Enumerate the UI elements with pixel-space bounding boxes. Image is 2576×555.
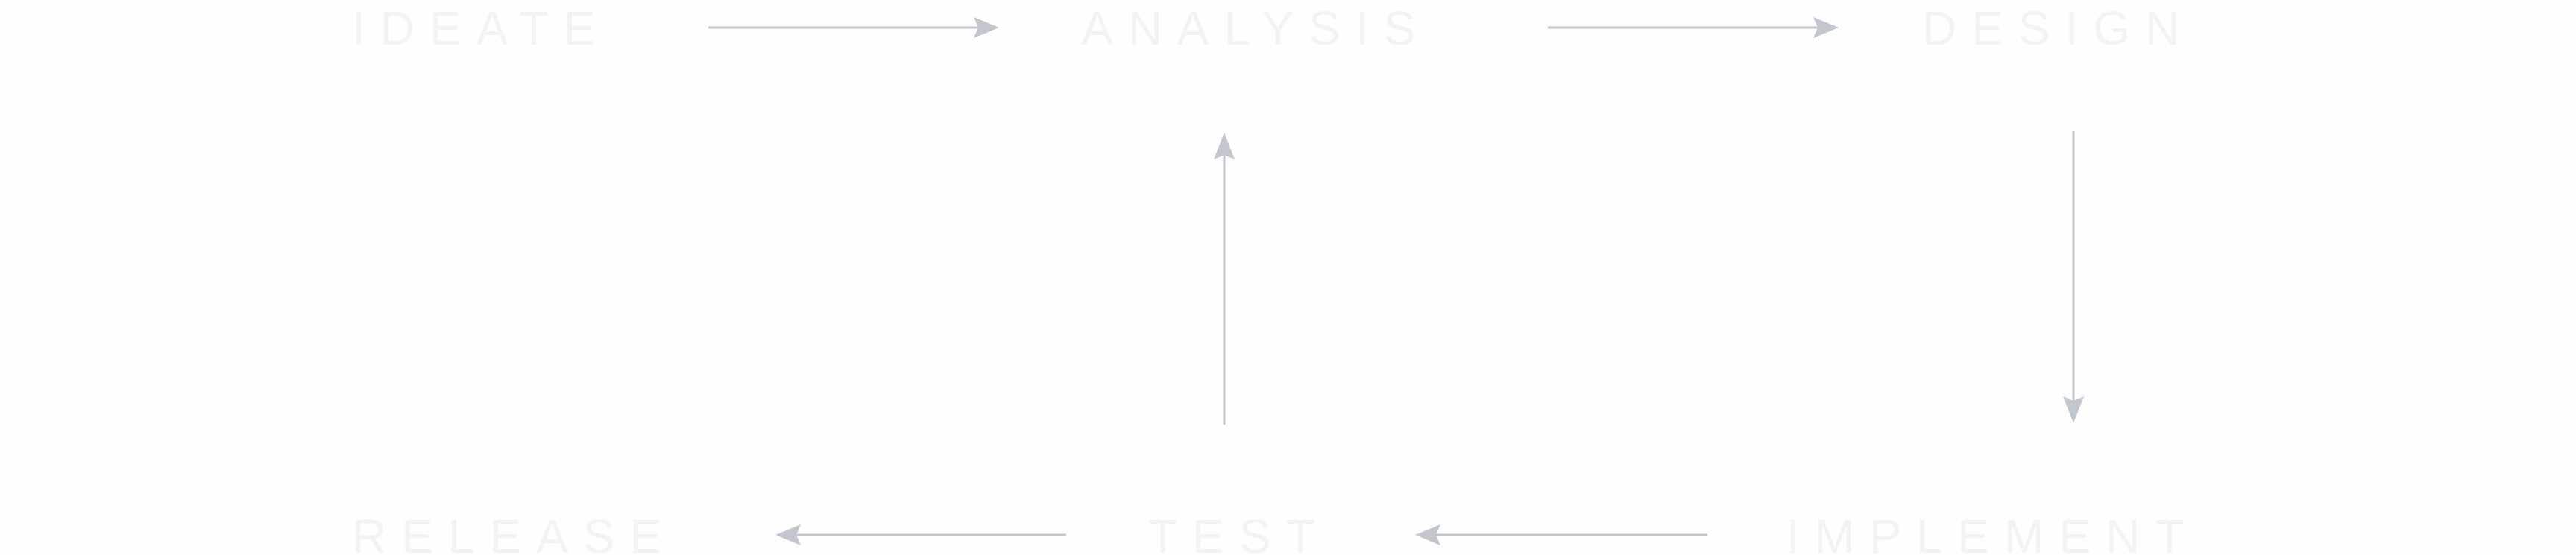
stage-label-design: DESIGN (1922, 1, 2195, 55)
arrow-test-to-analysis (1214, 133, 1235, 425)
stage-label-ideate: IDEATE (352, 1, 611, 55)
arrow-test-to-release (775, 524, 1066, 545)
stage-label-implement: IMPLEMENT (1786, 510, 2199, 555)
arrow-ideate-to-analysis (708, 17, 999, 38)
stage-label-release: RELEASE (352, 510, 677, 555)
stage-label-analysis: ANALYSIS (1081, 1, 1431, 55)
arrow-analysis-to-design (1548, 17, 1839, 38)
arrow-design-to-implement (2063, 131, 2084, 423)
arrow-implement-to-test (1415, 524, 1707, 545)
stage-label-test: TEST (1148, 510, 1330, 555)
